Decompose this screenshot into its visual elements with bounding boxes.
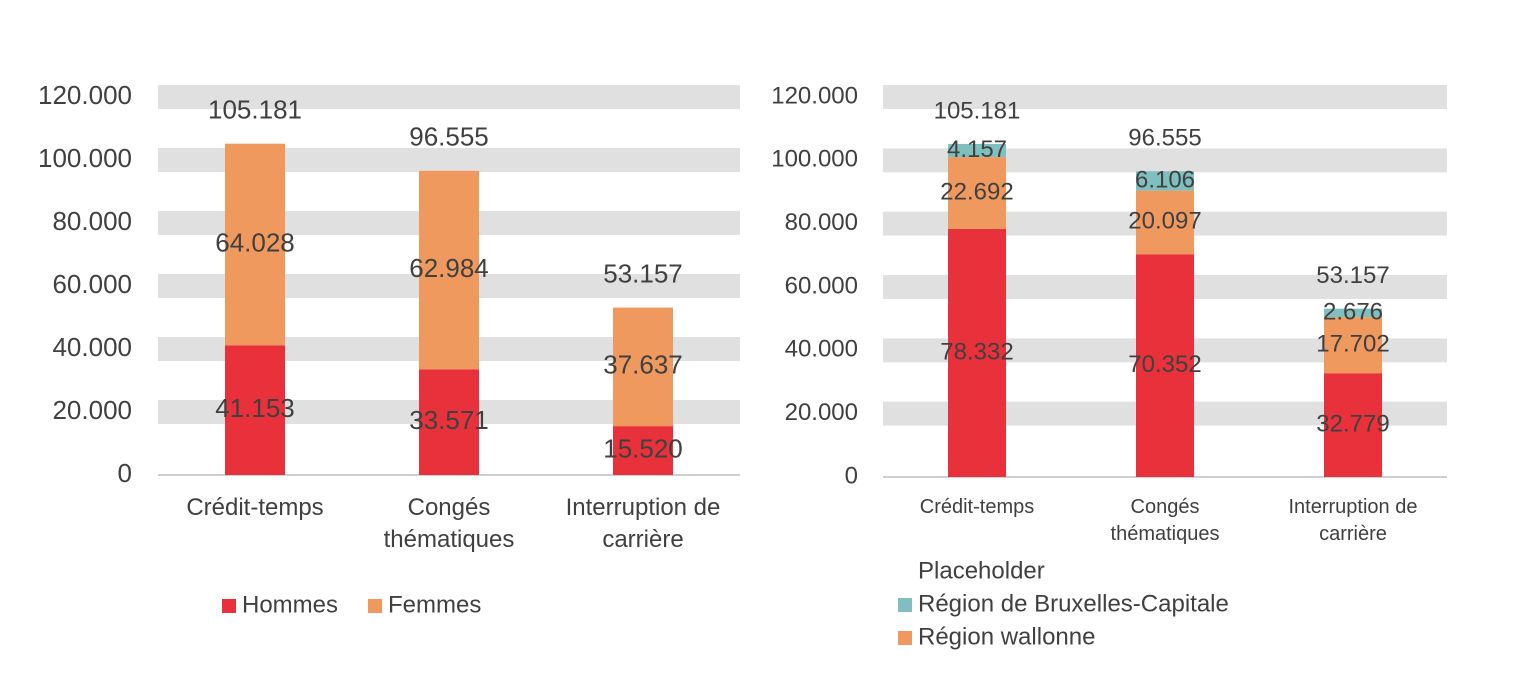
value-label: 70.352 <box>1128 351 1201 378</box>
legend-swatch <box>898 598 912 612</box>
bar-segment <box>225 143 285 346</box>
bar-segment <box>613 307 673 427</box>
value-label: 41.153 <box>215 393 295 423</box>
bar-segment <box>1136 254 1194 477</box>
y-tick-label: 0 <box>845 462 858 489</box>
legend-label: Région de Bruxelles-Capitale <box>918 590 1229 617</box>
bar-segment <box>613 426 673 475</box>
bar-segment <box>1324 317 1382 374</box>
value-label: 15.520 <box>603 433 683 463</box>
value-label: 32.779 <box>1316 410 1389 437</box>
bar-segment <box>1324 373 1382 477</box>
x-tick-label: Congés thématiques <box>383 494 515 554</box>
bar-segment <box>419 369 479 475</box>
value-label: 6.106 <box>1135 166 1195 193</box>
y-tick-label: 40.000 <box>52 332 132 362</box>
x-tick-label: Congés thématiques <box>1110 496 1220 545</box>
y-tick-label: 80.000 <box>52 206 132 236</box>
y-tick-label: 100.000 <box>38 143 132 173</box>
bar-segment <box>225 345 285 475</box>
legend-swatch <box>898 631 912 645</box>
legend-label: Femmes <box>388 591 481 618</box>
value-label: 64.028 <box>215 227 295 257</box>
y-tick-label: 20.000 <box>785 399 858 426</box>
y-tick-label: 40.000 <box>785 336 858 363</box>
bar-segment <box>948 157 1006 229</box>
legend-swatch <box>222 599 236 613</box>
value-label: 62.984 <box>409 253 489 283</box>
value-label: 20.097 <box>1128 208 1201 235</box>
y-tick-label: 20.000 <box>52 395 132 425</box>
x-tick-label: Interruption de carrière <box>1288 496 1418 545</box>
y-tick-label: 120.000 <box>771 82 858 109</box>
x-tick-label: Crédit-temps <box>919 496 1035 518</box>
bar-segment <box>1136 190 1194 255</box>
bar-segment <box>1324 308 1382 318</box>
value-label: 2.676 <box>1323 298 1383 325</box>
total-label: 53.157 <box>603 258 683 288</box>
legend-swatch <box>368 599 383 613</box>
legend-label: Hommes <box>242 591 338 618</box>
total-label: 96.555 <box>409 122 489 152</box>
value-label: 78.332 <box>940 338 1013 365</box>
y-tick-label: 100.000 <box>771 146 858 173</box>
y-tick-label: 0 <box>118 458 132 488</box>
bar-segment <box>948 143 1006 158</box>
legend-label: Région wallonne <box>918 623 1095 650</box>
y-tick-label: 60.000 <box>785 272 858 299</box>
bar-segment <box>419 170 479 370</box>
bar-segment <box>948 228 1006 477</box>
value-label: 4.157 <box>947 136 1007 163</box>
total-label: 105.181 <box>208 95 302 125</box>
y-tick-label: 120.000 <box>38 80 132 110</box>
total-label: 53.157 <box>1316 262 1389 289</box>
value-label: 37.637 <box>603 350 683 380</box>
legend-label: Placeholder <box>918 557 1045 584</box>
value-label: 22.692 <box>940 178 1013 205</box>
x-tick-label: Interruption de carrière <box>565 494 721 554</box>
y-tick-label: 80.000 <box>785 209 858 236</box>
value-label: 33.571 <box>409 405 489 435</box>
total-label: 105.181 <box>934 97 1021 124</box>
x-tick-label: Crédit-temps <box>186 494 324 521</box>
y-tick-label: 60.000 <box>52 269 132 299</box>
value-label: 17.702 <box>1316 331 1389 358</box>
total-label: 96.555 <box>1128 125 1201 152</box>
bar-segment <box>1136 171 1194 191</box>
